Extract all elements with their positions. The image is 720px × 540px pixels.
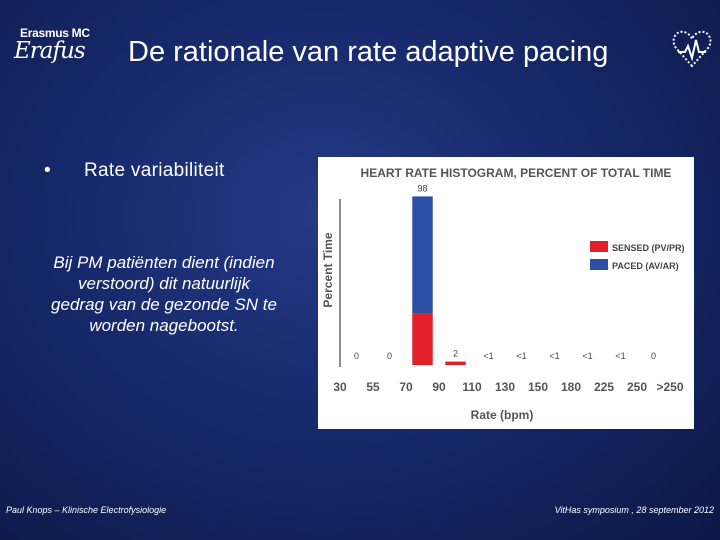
data-label: <1	[516, 351, 526, 361]
data-label: 2	[453, 349, 458, 359]
chart-title: HEART RATE HISTOGRAM, PERCENT OF TOTAL T…	[361, 166, 672, 180]
x-tick-label: 55	[366, 380, 380, 394]
data-label: 98	[417, 183, 427, 193]
x-tick-label: 30	[333, 380, 347, 394]
x-tick-label: 150	[528, 380, 548, 394]
erasmus-mc-logo: Erasmus MC Erafus	[8, 22, 126, 74]
data-label: 0	[651, 351, 656, 361]
bullet-text: Rate variabiliteit	[84, 160, 225, 181]
data-label: <1	[615, 351, 625, 361]
y-axis-label: Percent Time	[321, 232, 335, 307]
data-label: <1	[483, 351, 493, 361]
x-tick-label: 180	[561, 380, 581, 394]
x-tick-label: 110	[462, 380, 482, 394]
legend-label: SENSED (PV/PR)	[612, 243, 685, 253]
logo-brand: Erasmus MC	[20, 26, 90, 40]
legend-swatch	[590, 259, 608, 270]
x-axis-label: Rate (bpm)	[471, 408, 534, 422]
heart-rate-histogram: HEART RATE HISTOGRAM, PERCENT OF TOTAL T…	[318, 157, 694, 429]
data-label: 0	[354, 351, 359, 361]
x-tick-label: 130	[495, 380, 515, 394]
logo-script: Erafus	[14, 38, 86, 64]
bar-paced	[412, 196, 433, 314]
x-tick-label: 70	[399, 380, 413, 394]
x-tick-label: 225	[594, 380, 614, 394]
chart-svg: HEART RATE HISTOGRAM, PERCENT OF TOTAL T…	[321, 166, 685, 422]
x-tick-label: >250	[656, 380, 683, 394]
data-label: <1	[549, 351, 559, 361]
note-text: Bij PM patiënten dient (indien verstoord…	[51, 253, 277, 335]
footer-author: Paul Knops – Klinische Electrofysiologie	[6, 505, 167, 515]
legend-label: PACED (AV/AR)	[612, 261, 679, 271]
bullet-point-icon: •	[44, 160, 51, 181]
bar-sensed	[445, 361, 466, 365]
heart-pulse-icon	[672, 30, 712, 68]
bar-sensed	[412, 313, 433, 365]
data-label: <1	[582, 351, 592, 361]
x-tick-label: 250	[627, 380, 647, 394]
data-label: 0	[387, 351, 392, 361]
legend-swatch	[590, 241, 608, 252]
x-tick-label: 90	[432, 380, 446, 394]
slide-title: De rationale van rate adaptive pacing	[128, 36, 609, 68]
footer-event: VitHas symposium , 28 september 2012	[554, 505, 714, 515]
